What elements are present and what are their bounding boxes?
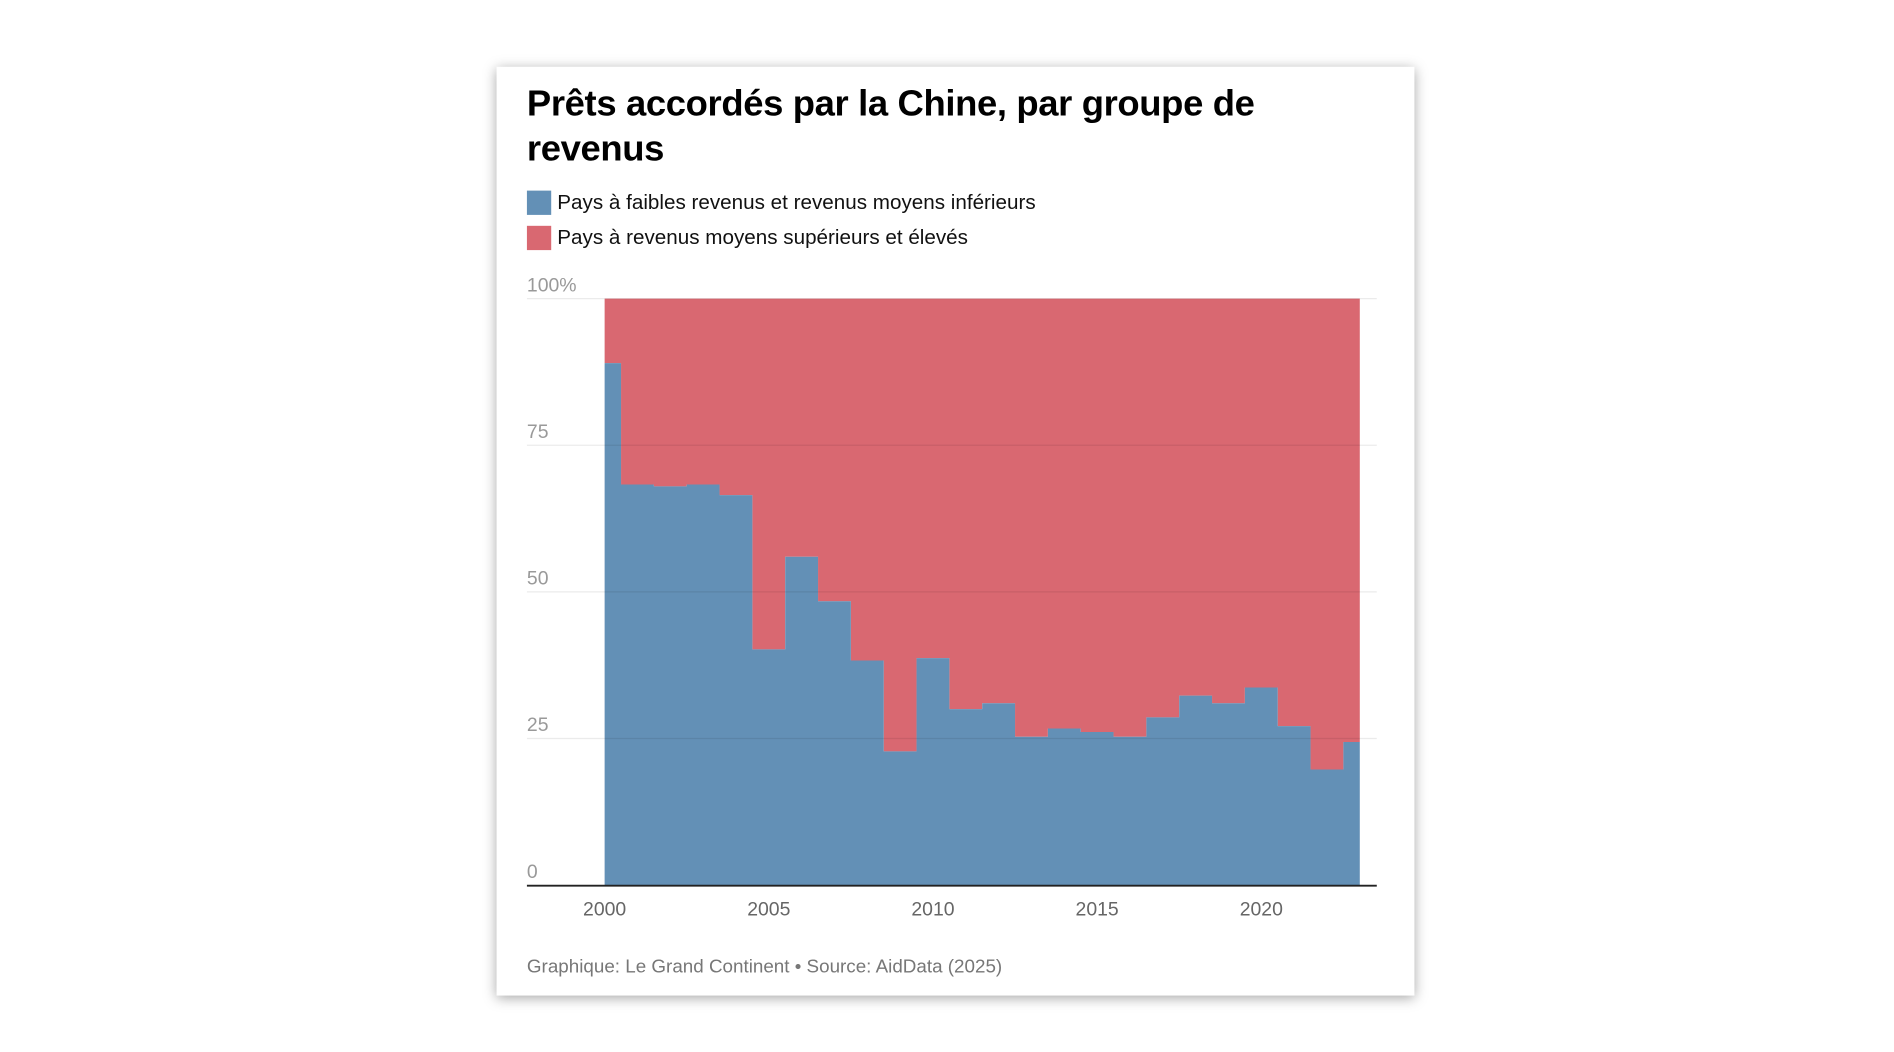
legend-swatch-red [526, 225, 552, 251]
chart-footer: Graphique: Le Grand Continent • Source: … [526, 956, 1003, 978]
series-area-high-income [604, 298, 1360, 770]
y-tick-label: 50 [527, 568, 549, 590]
x-tick-label: 2015 [1076, 898, 1119, 920]
legend-swatch-blue [526, 190, 552, 215]
x-tick-label: 2020 [1240, 898, 1283, 920]
y-tick-label: 0 [527, 861, 538, 883]
chart-card: Prêts accordés par la Chine, par groupe … [496, 66, 1415, 996]
legend-label: Pays à faibles revenus et revenus moyens… [557, 190, 1036, 214]
x-tick-label: 2005 [747, 898, 790, 920]
x-tick-label: 2010 [911, 898, 954, 920]
legend-item-low-income: Pays à faibles revenus et revenus moyens… [526, 190, 1036, 215]
y-tick-label: 25 [527, 714, 549, 736]
legend-item-high-income: Pays à revenus moyens supérieurs et élev… [526, 225, 968, 251]
x-tick-label: 2000 [583, 898, 626, 920]
series-area-low-income [604, 363, 1360, 886]
y-tick-label: 100% [527, 274, 577, 296]
chart-title: Prêts accordés par la Chine, par groupe … [526, 83, 1255, 169]
chart-plot: 0 25 50 75 100% 2000 2005 2010 2015 2020 [527, 274, 1377, 920]
legend-label: Pays à revenus moyens supérieurs et élev… [557, 225, 968, 249]
y-tick-label: 75 [527, 421, 549, 443]
